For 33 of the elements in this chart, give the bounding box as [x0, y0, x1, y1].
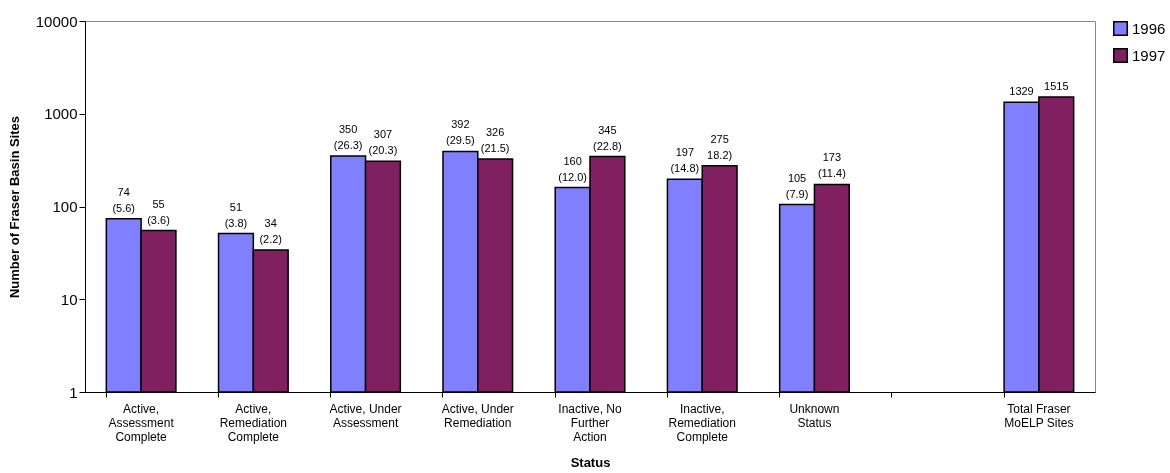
x-tick-label: Inactive, No Further Action [558, 401, 622, 444]
y-tick-label: 1000 [44, 105, 78, 123]
x-axis-title: Status [570, 454, 611, 470]
data-label: 1515 [1044, 80, 1069, 93]
text: 173 (11.4) [817, 151, 846, 180]
x-tick-label: Inactive, Remediation Complete [668, 401, 736, 444]
x-tick-label: Active, Under Remediation [441, 401, 514, 430]
data-label: 1329 [1009, 85, 1034, 98]
y-tick-label: 1 [69, 383, 78, 401]
text: 160 (12.0) [558, 154, 587, 183]
y-tick-label: 10000 [35, 12, 78, 30]
text: 345 (22.8) [593, 123, 622, 152]
text: 34 (2.2) [259, 216, 283, 245]
text: 55 (3.6) [147, 197, 170, 226]
text: 74 (5.6) [112, 185, 136, 214]
text: 350 (26.3) [333, 123, 363, 152]
y-axis-title: Number of Fraser Basin Sites [6, 115, 22, 299]
text: 392 (29.5) [446, 118, 475, 147]
x-tick-label: Unknown Status [789, 401, 840, 430]
text: 105 (7.9) [785, 171, 809, 200]
text: 326 (21.5) [480, 125, 510, 154]
text: 197 (14.8) [670, 146, 700, 175]
x-tick-label: Total Fraser MoELP Sites [1004, 401, 1074, 430]
text: 275 18.2) [707, 132, 733, 161]
text: 51 (3.8) [224, 200, 248, 229]
text: 307 (20.3) [368, 128, 398, 157]
y-tick-label: 10 [60, 290, 78, 308]
legend-label: 1996 [1132, 19, 1166, 37]
x-tick-label: Active, Assessment Complete [108, 401, 175, 444]
legend-label: 1997 [1132, 46, 1166, 64]
x-tick-label: Active, Under Assessment [329, 401, 402, 430]
x-tick-label: Active, Remediation Complete [219, 401, 288, 444]
y-tick-label: 100 [52, 198, 78, 215]
